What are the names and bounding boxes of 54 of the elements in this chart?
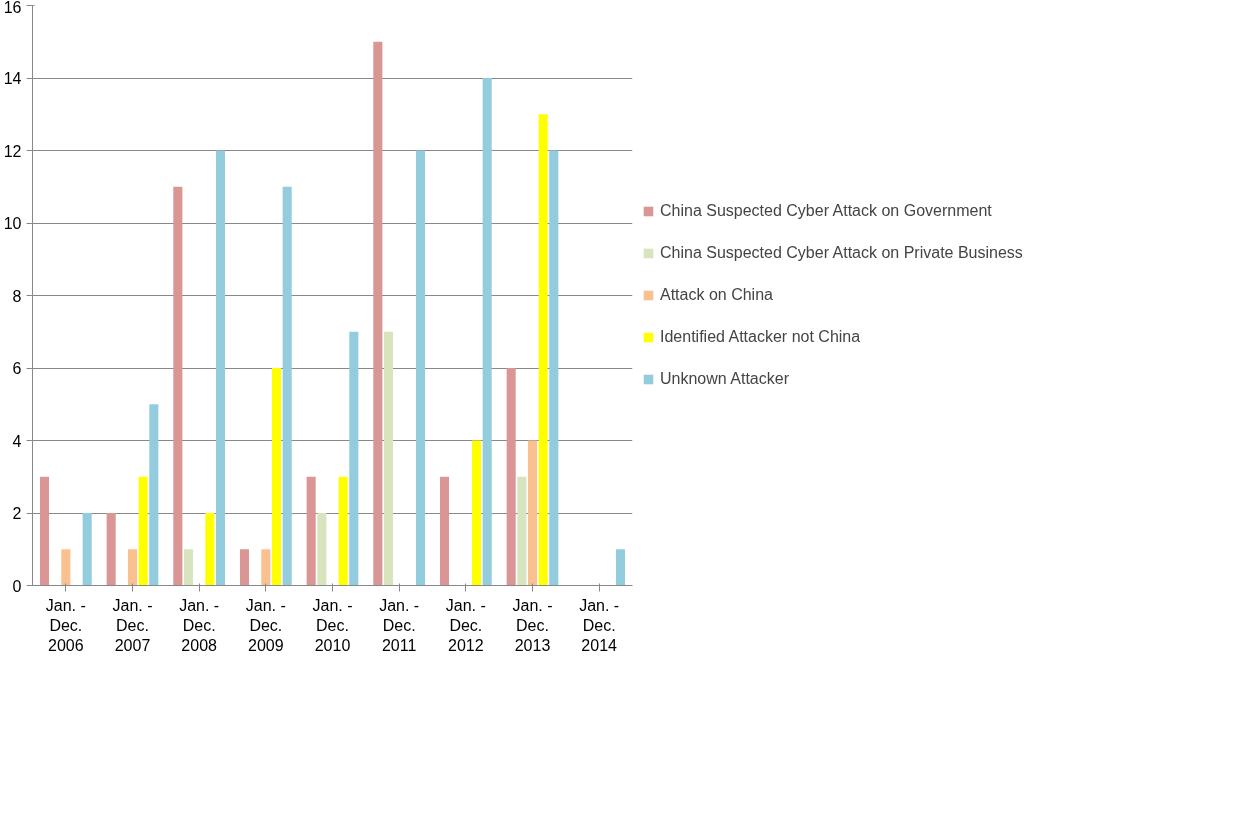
x-tick-label: Jan. - Dec. 2013 [512,596,553,655]
x-tick-label: Jan. - Dec. 2010 [312,596,353,655]
y-tick-label: 4 [12,432,22,450]
x-tick-label: Jan. - Dec. 2009 [245,596,286,655]
bar [615,549,626,586]
bar [338,476,348,586]
y-tick-label: 2 [12,505,22,522]
bar [527,440,538,586]
bar [205,513,215,586]
legend-label: Identified Attacker not China [660,328,861,346]
legend-label: Attack on China [660,286,773,304]
bar [138,476,148,586]
y-tick-label: 6 [12,360,22,377]
bar [439,476,450,586]
y-tick-label: 10 [3,215,22,232]
x-tick-label: Jan. - Dec. 2014 [579,596,620,655]
x-tick-label: Jan. - Dec. 2011 [379,596,420,655]
bar [127,549,138,586]
bar [173,186,183,586]
bar [306,476,316,586]
x-tick-label: Jan. - Dec. 2012 [445,596,486,655]
y-tick-label: 16 [3,0,22,16]
x-tick-label: Jan. - Dec. 2006 [45,596,86,655]
bar [506,368,516,586]
bar [215,150,226,586]
legend-label: Unknown Attacker [660,370,789,388]
bar [415,150,426,586]
bar [482,78,492,586]
bar [517,476,527,586]
bar [239,549,250,586]
bar [82,513,92,586]
bar [471,440,482,586]
bar [61,549,71,586]
y-tick-label: 14 [3,70,22,87]
x-tick-label: Jan. - Dec. 2007 [112,596,153,655]
bar [373,41,383,586]
bar [317,513,327,586]
bar [549,150,559,586]
bar [106,513,116,586]
bar [383,331,394,586]
bar [261,549,271,586]
bar [282,186,292,586]
x-tick-label: Jan. - Dec. 2008 [179,596,220,655]
legend-label: China Suspected Cyber Attack on Government [660,202,992,220]
bar [538,114,548,586]
y-tick-label: 8 [12,287,22,305]
y-tick-label: 12 [3,142,22,160]
legend-label: China Suspected Cyber Attack on Private Business [660,244,1023,262]
y-tick-label: 0 [12,577,22,595]
bar [183,549,194,586]
bar [271,368,282,586]
bar [349,331,359,586]
bar [39,476,50,586]
bar [149,404,159,586]
